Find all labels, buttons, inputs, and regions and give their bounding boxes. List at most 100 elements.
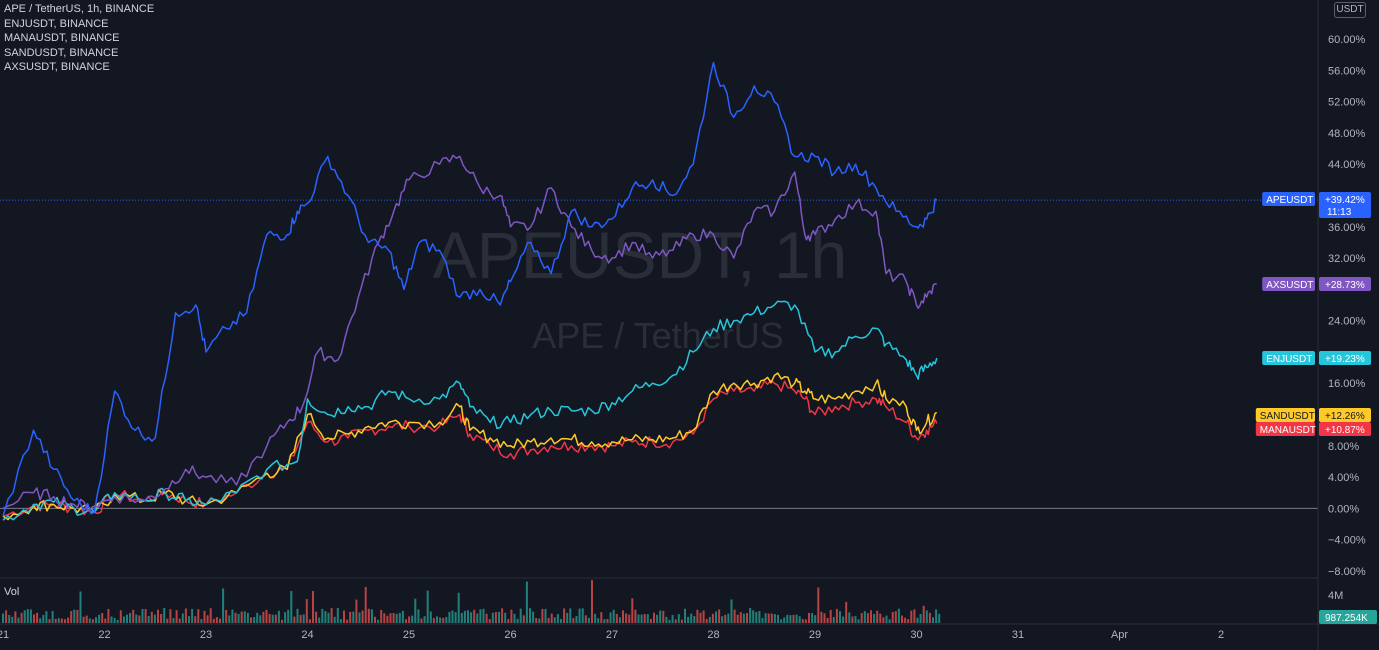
volume-bar	[690, 613, 693, 623]
volume-bar	[594, 613, 597, 623]
badge-value-box-manausdt	[1319, 422, 1371, 436]
price-axis[interactable]: 60.00% 56.00% 52.00% 48.00% 44.00% 36.00% 32.0…	[1328, 34, 1366, 578]
volume-bar	[758, 611, 761, 623]
y-tick-label: 48.00%	[1328, 128, 1366, 140]
volume-bar	[826, 618, 829, 623]
volume-bar	[640, 614, 643, 623]
x-tick-label: 29	[809, 629, 821, 641]
volume-bar	[699, 612, 702, 623]
legend-item-enjusdt[interactable]: ENJUSDT, BINANCE	[4, 17, 109, 30]
volume-bar	[587, 617, 590, 623]
volume-bar	[804, 619, 807, 623]
x-tick-label: 25	[403, 629, 415, 641]
badge-value-manausdt: +10.87%	[1325, 425, 1365, 436]
volume-bar	[581, 608, 584, 623]
volume-bar	[863, 611, 866, 623]
volume-bar	[646, 614, 649, 623]
volume-bar	[355, 599, 358, 623]
y-tick-label: −4.00%	[1328, 535, 1366, 547]
legend-item-apeusdt[interactable]: APE / TetherUS, 1h, BINANCE	[4, 3, 155, 15]
volume-bar	[473, 609, 476, 623]
volume-bar	[829, 609, 832, 623]
last-value-badges: APEUSDT +39.42%11:13 AXSUSDT +28.73% ENJUSDT…	[1255, 192, 1371, 436]
badge-name-axsusdt: AXSUSDT	[1266, 280, 1313, 291]
series-line-apeusdt	[2, 61, 938, 517]
volume-bar	[860, 613, 863, 623]
volume-bar	[746, 613, 748, 623]
legend-item-manausdt[interactable]: MANAUSDT, BINANCE	[4, 32, 120, 45]
volume-bar	[467, 610, 469, 623]
volume-bar	[268, 614, 271, 623]
volume-bar	[417, 609, 420, 623]
volume-bar	[928, 612, 931, 623]
x-tick-label: 21	[0, 629, 9, 641]
volume-bar	[253, 617, 256, 623]
volume-bar	[938, 613, 941, 623]
volume-bar	[5, 610, 8, 623]
volume-bar	[262, 611, 265, 623]
volume-bar	[510, 609, 513, 623]
volume-bar	[119, 610, 122, 623]
volume-bar	[432, 618, 435, 623]
volume-bar	[367, 608, 370, 623]
volume-bar	[560, 619, 562, 623]
volume-bar	[225, 609, 228, 623]
volume-bar	[718, 609, 721, 623]
volume-bar	[622, 610, 624, 623]
volume-bar	[169, 609, 172, 623]
volume-bar	[95, 617, 97, 623]
volume-bar	[597, 618, 600, 623]
x-tick-label: 27	[606, 629, 618, 641]
time-axis[interactable]: 21 22 23 24 25 26 27 28 29 30 31 Apr 2	[0, 629, 1224, 641]
volume-bar	[591, 580, 593, 623]
volume-bar	[507, 619, 510, 623]
volume-badge-box	[1319, 610, 1377, 624]
volume-bar	[656, 614, 659, 623]
volume-bar	[584, 615, 587, 623]
volume-bar	[389, 613, 392, 623]
volume-bar	[770, 613, 773, 623]
y-tick-label: 32.00%	[1328, 253, 1366, 265]
badge-name-box-axsusdt	[1262, 277, 1315, 291]
volume-bar	[715, 611, 717, 623]
volume-bar	[891, 611, 894, 623]
volume-bar	[684, 608, 686, 623]
volume-bar	[188, 616, 190, 623]
volume-bar	[129, 612, 132, 623]
volume-bar	[293, 616, 296, 623]
y-tick-label: 4.00%	[1328, 472, 1359, 484]
volume-bar	[919, 614, 922, 623]
volume-bar	[525, 581, 528, 623]
volume-bar	[792, 614, 795, 623]
volume-bar	[832, 617, 835, 623]
volume-bar	[265, 609, 268, 623]
x-tick-label: 2	[1218, 629, 1224, 641]
currency-button[interactable]: USDT	[1334, 2, 1366, 18]
volume-bar	[209, 608, 212, 623]
volume-bar	[634, 609, 637, 623]
volume-bar	[104, 618, 107, 623]
volume-bar	[8, 615, 11, 623]
volume-bar	[761, 618, 764, 623]
legend-item-axsusdt[interactable]: AXSUSDT, BINANCE	[4, 61, 110, 74]
volume-bar	[281, 619, 283, 623]
volume-bar	[70, 611, 73, 623]
volume-bar	[876, 610, 879, 623]
volume-bar	[250, 617, 252, 623]
badge-value-sandusdt: +12.26%	[1325, 411, 1365, 422]
series-line-manausdt	[2, 379, 938, 517]
legend-item-sandusdt[interactable]: SANDUSDT, BINANCE	[4, 46, 119, 59]
volume-bar	[222, 588, 225, 623]
y-tick-label: 8.00%	[1328, 441, 1359, 453]
volume-bar	[522, 615, 525, 623]
volume-bar	[789, 615, 792, 623]
badge-name-apeusdt: APEUSDT	[1266, 195, 1313, 206]
volume-bar	[795, 614, 798, 623]
volume-bar	[358, 612, 361, 623]
volume-bar	[935, 609, 938, 623]
volume-bar	[219, 618, 221, 623]
volume-bar	[423, 616, 426, 623]
volume-bar	[752, 610, 755, 623]
volume-bar	[519, 608, 522, 623]
